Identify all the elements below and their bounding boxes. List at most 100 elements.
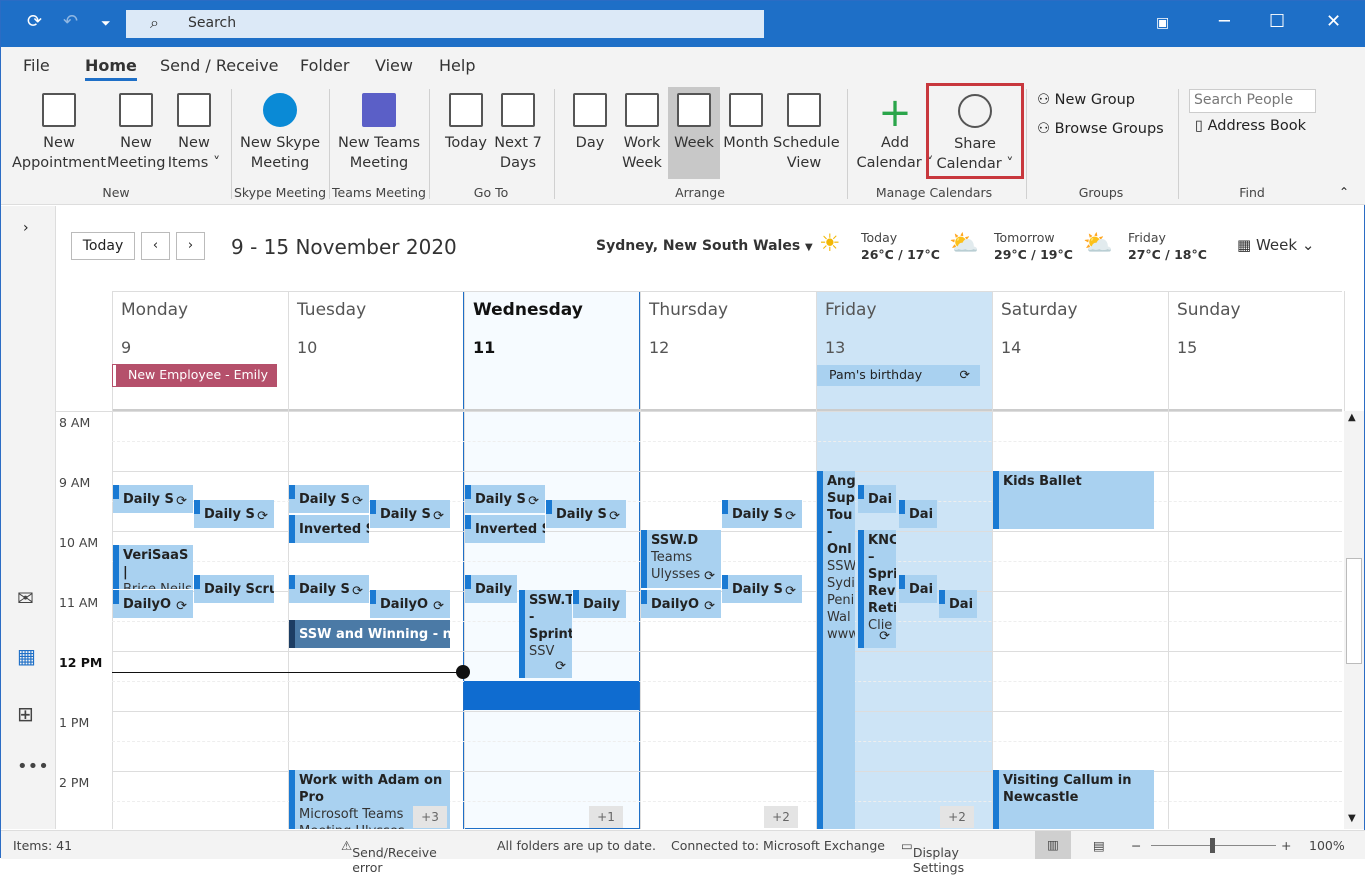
previous-week-button[interactable]: ‹	[141, 232, 170, 260]
scrollbar-thumb[interactable]	[1346, 558, 1362, 664]
day-header-thursday[interactable]: Thursday	[649, 300, 729, 320]
tab-view[interactable]: View	[375, 56, 413, 75]
calendar-event[interactable]: Dai	[858, 485, 896, 513]
calendar-event[interactable]: Daily S ⟳	[113, 485, 193, 513]
search-people-input[interactable]: Search People	[1189, 89, 1316, 113]
calendar-event[interactable]: Dai	[939, 590, 977, 618]
address-book-button[interactable]: ▯ Address Book	[1195, 118, 1307, 134]
zoom-out-button[interactable]: −	[1131, 838, 1142, 853]
normal-view-icon[interactable]: ▥	[1035, 831, 1071, 859]
more-events-button[interactable]: +3	[413, 806, 447, 828]
display-settings-button[interactable]: ▭ Display Settings	[901, 838, 965, 875]
tab-home[interactable]: Home	[85, 56, 137, 81]
next-7-days-button[interactable]: Next 7 Days	[493, 93, 543, 173]
calendar-event[interactable]: Daily S ⟳	[722, 575, 802, 603]
more-events-button[interactable]: +2	[764, 806, 798, 828]
new-items-button[interactable]: New Items ˅	[165, 93, 223, 173]
calendar-event[interactable]: Visiting Callum in Newcastle	[993, 770, 1154, 829]
day-header-friday[interactable]: Friday	[825, 300, 877, 320]
calendar-event[interactable]: SSW and Winning - nex	[289, 620, 450, 648]
maximize-button[interactable]: ☐	[1269, 11, 1286, 32]
calendar-event[interactable]: Dai	[899, 575, 937, 603]
day-date[interactable]: 11	[473, 338, 496, 357]
all-day-event[interactable]: New Employee - Emily ...	[112, 364, 277, 397]
location-selector[interactable]: Sydney, New South Wales ▼	[596, 238, 813, 254]
share-calendar-button[interactable]: Share Calendar ˅	[926, 83, 1024, 179]
day-header-monday[interactable]: Monday	[121, 300, 189, 320]
zoom-in-button[interactable]: +	[1281, 838, 1292, 853]
more-events-button[interactable]: +1	[589, 806, 623, 828]
calendar-event[interactable]: Ang Sup Tou - Onl SSW Sydi Peni Wal www	[817, 471, 855, 829]
search-input[interactable]: ⌕ Search	[126, 10, 764, 38]
day-view-button[interactable]: Day	[565, 93, 615, 153]
calendar-event[interactable]: DailyO ⟳	[113, 590, 193, 618]
close-button[interactable]: ✕	[1326, 11, 1342, 32]
calendar-icon[interactable]: ▦	[17, 644, 36, 668]
tab-folder[interactable]: Folder	[300, 56, 350, 75]
day-date[interactable]: 12	[649, 338, 670, 357]
calendar-event[interactable]: Inverted S	[465, 515, 545, 543]
quick-access-dropdown-icon[interactable]: ⏷	[101, 16, 111, 30]
day-header-sunday[interactable]: Sunday	[1177, 300, 1241, 320]
week-view-button[interactable]: Week	[668, 87, 720, 179]
more-events-button[interactable]: +2	[940, 806, 974, 828]
day-header-wednesday[interactable]: Wednesday	[473, 300, 583, 320]
day-header-saturday[interactable]: Saturday	[1001, 300, 1078, 320]
calendar-event[interactable]: Daily	[465, 575, 517, 603]
calendar-event[interactable]: Daily S ⟳	[370, 500, 450, 528]
schedule-view-button[interactable]: Schedule View	[773, 93, 840, 173]
reading-view-icon[interactable]: ▤	[1093, 838, 1105, 853]
today-ribbon-button[interactable]: Today	[441, 93, 491, 153]
add-calendar-button[interactable]: + Add Calendar ˅	[853, 93, 937, 173]
mail-icon[interactable]: ✉	[17, 586, 34, 610]
apps-icon[interactable]: ⊞	[17, 702, 34, 726]
view-selector[interactable]: ▦ Week ⌄	[1237, 236, 1315, 254]
all-day-event[interactable]: Pam's birthday ⟳	[817, 365, 980, 386]
calendar-event[interactable]: SSW.T - Sprint SSV ⟳	[519, 590, 572, 678]
calendar-event[interactable]: Daily S ⟳	[289, 575, 369, 603]
calendar-event[interactable]: Daily S ⟳	[465, 485, 545, 513]
expand-folder-pane-icon[interactable]: ›	[23, 220, 29, 236]
calendar-event[interactable]: Daily S ⟳	[722, 500, 802, 528]
next-week-button[interactable]: ›	[176, 232, 205, 260]
today-button[interactable]: Today	[71, 232, 135, 260]
new-appointment-button[interactable]: New Appointment	[11, 93, 107, 173]
day-date[interactable]: 9	[121, 338, 132, 357]
more-icon[interactable]: •••	[17, 756, 49, 777]
calendar-event[interactable]: Inverted S	[289, 515, 369, 543]
calendar-event[interactable]: Daily S ⟳	[546, 500, 626, 528]
zoom-slider-thumb[interactable]	[1210, 838, 1215, 853]
calendar-event[interactable]: Daily S ⟳	[194, 500, 274, 528]
browse-groups-button[interactable]: ⚇ Browse Groups	[1037, 121, 1164, 137]
calendar-event[interactable]: Daily S ⟳	[289, 485, 369, 513]
day-date[interactable]: 14	[1001, 338, 1022, 357]
tab-send-receive[interactable]: Send / Receive	[160, 56, 279, 75]
tab-file[interactable]: File	[23, 56, 50, 75]
calendar-event[interactable]: DailyO ⟳	[370, 590, 450, 618]
selected-time-slot[interactable]	[464, 681, 639, 710]
scroll-down-icon[interactable]: ▼	[1348, 813, 1356, 824]
day-date[interactable]: 15	[1177, 338, 1198, 357]
calendar-event[interactable]: VeriSaaS |Brice Neils	[113, 545, 193, 589]
day-date[interactable]: 13	[825, 338, 846, 357]
calendar-event[interactable]: KNC – Spri Rev Reti Clie ⟳	[858, 530, 896, 648]
calendar-event[interactable]: Dai	[899, 500, 937, 528]
tab-help[interactable]: Help	[439, 56, 476, 75]
work-week-view-button[interactable]: Work Week	[617, 93, 667, 173]
calendar-event[interactable]: Kids Ballet	[993, 471, 1154, 529]
new-skype-meeting-button[interactable]: New Skype Meeting	[237, 93, 323, 173]
day-date[interactable]: 10	[297, 338, 318, 357]
minimize-button[interactable]: ─	[1219, 11, 1230, 32]
new-meeting-button[interactable]: New Meeting	[107, 93, 165, 173]
new-teams-meeting-button[interactable]: New Teams Meeting	[333, 93, 425, 173]
day-header-tuesday[interactable]: Tuesday	[297, 300, 367, 320]
calendar-event[interactable]: Daily	[573, 590, 626, 618]
sync-icon[interactable]: ⟳	[27, 11, 43, 32]
undo-icon[interactable]: ↶	[63, 11, 79, 32]
send-receive-error[interactable]: ⚠ Send/Receive error	[341, 838, 437, 875]
scroll-up-icon[interactable]: ▲	[1348, 412, 1356, 423]
month-view-button[interactable]: Month	[721, 93, 771, 153]
calendar-event[interactable]: Daily Scru	[194, 575, 274, 603]
ribbon-display-icon[interactable]: ▣	[1156, 15, 1170, 31]
